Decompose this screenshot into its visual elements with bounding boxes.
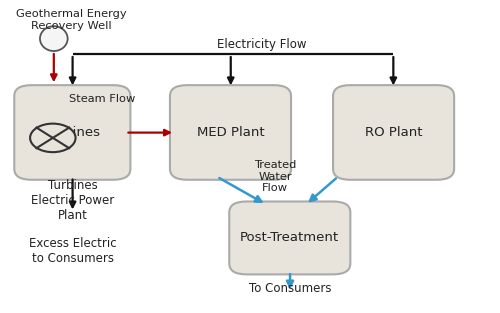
Text: Turbines: Turbines bbox=[48, 179, 98, 192]
Circle shape bbox=[30, 124, 76, 152]
Text: Steam Flow: Steam Flow bbox=[68, 94, 135, 104]
Text: Turbines: Turbines bbox=[44, 126, 100, 139]
Text: Post-Treatment: Post-Treatment bbox=[240, 231, 340, 244]
Text: Geothermal Energy
Recovery Well: Geothermal Energy Recovery Well bbox=[16, 9, 126, 31]
Text: Treated
Water
Flow: Treated Water Flow bbox=[254, 160, 296, 193]
FancyBboxPatch shape bbox=[230, 202, 350, 275]
Text: Excess Electric
to Consumers: Excess Electric to Consumers bbox=[29, 237, 117, 265]
FancyBboxPatch shape bbox=[333, 85, 454, 180]
Text: Electricity Flow: Electricity Flow bbox=[216, 38, 306, 51]
FancyBboxPatch shape bbox=[14, 85, 130, 180]
FancyBboxPatch shape bbox=[170, 85, 291, 180]
Text: MED Plant: MED Plant bbox=[196, 126, 264, 139]
Text: RO Plant: RO Plant bbox=[365, 126, 422, 139]
Text: Electric Power
Plant: Electric Power Plant bbox=[31, 194, 114, 222]
Text: To Consumers: To Consumers bbox=[249, 282, 332, 295]
Ellipse shape bbox=[40, 26, 68, 51]
